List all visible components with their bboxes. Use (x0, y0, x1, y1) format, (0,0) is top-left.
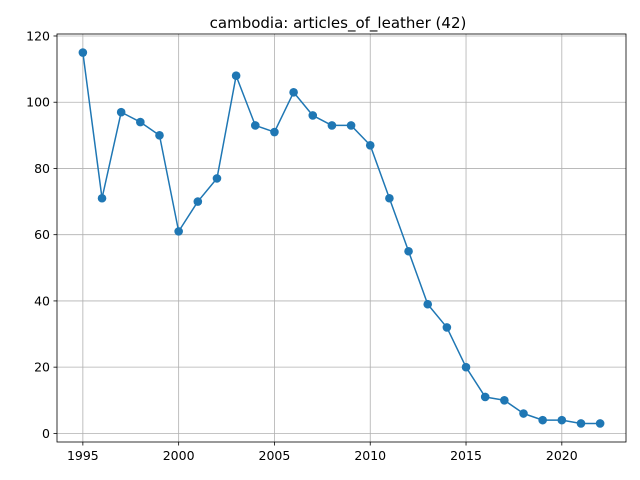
data-point (212, 174, 222, 183)
data-point (576, 419, 586, 428)
data-point (346, 121, 356, 130)
x-tick-label: 1995 (67, 448, 99, 463)
y-tick-label: 120 (26, 28, 50, 43)
data-point (519, 409, 528, 418)
data-point (155, 131, 164, 140)
data-point (78, 48, 88, 57)
data-point (385, 193, 394, 203)
tick-layer: 1995 2000 2005 2010 2015 2020 0 20 40 60 80 100 120 (26, 28, 578, 463)
data-point (461, 362, 471, 372)
x-tick-label: 2010 (354, 448, 386, 463)
data-point (174, 227, 183, 236)
series-line (82, 52, 601, 425)
data-point (231, 71, 241, 81)
data-point (404, 246, 413, 256)
y-tick-label: 60 (34, 227, 50, 242)
data-point (595, 419, 605, 428)
data-point (193, 197, 203, 206)
chart-title: cambodia: articles_of_leather (42) (210, 14, 467, 33)
x-tick-label: 2000 (163, 448, 195, 463)
grid-layer (57, 34, 626, 442)
plot-frame (56, 33, 627, 443)
data-point (250, 121, 260, 130)
y-tick-label: 100 (26, 95, 50, 110)
x-tick-label: 2020 (546, 448, 578, 463)
data-point (423, 299, 433, 309)
data-point (116, 107, 126, 117)
data-point (327, 121, 337, 130)
y-tick-label: 20 (34, 360, 50, 375)
y-tick-label: 40 (34, 293, 50, 308)
data-point (442, 323, 452, 332)
y-tick-label: 0 (42, 426, 50, 441)
data-point (480, 392, 490, 402)
x-tick-label: 2005 (259, 448, 291, 463)
data-point (538, 415, 547, 425)
data-point (270, 127, 279, 137)
data-point (97, 193, 107, 203)
x-tick-label: 2015 (450, 448, 482, 463)
data-point (136, 117, 145, 127)
y-tick-label: 80 (34, 161, 50, 176)
data-point (308, 111, 318, 120)
data-point (289, 87, 298, 97)
data-point (500, 395, 509, 405)
data-point (365, 140, 375, 150)
data-point (557, 415, 567, 425)
series-layer (78, 48, 605, 428)
